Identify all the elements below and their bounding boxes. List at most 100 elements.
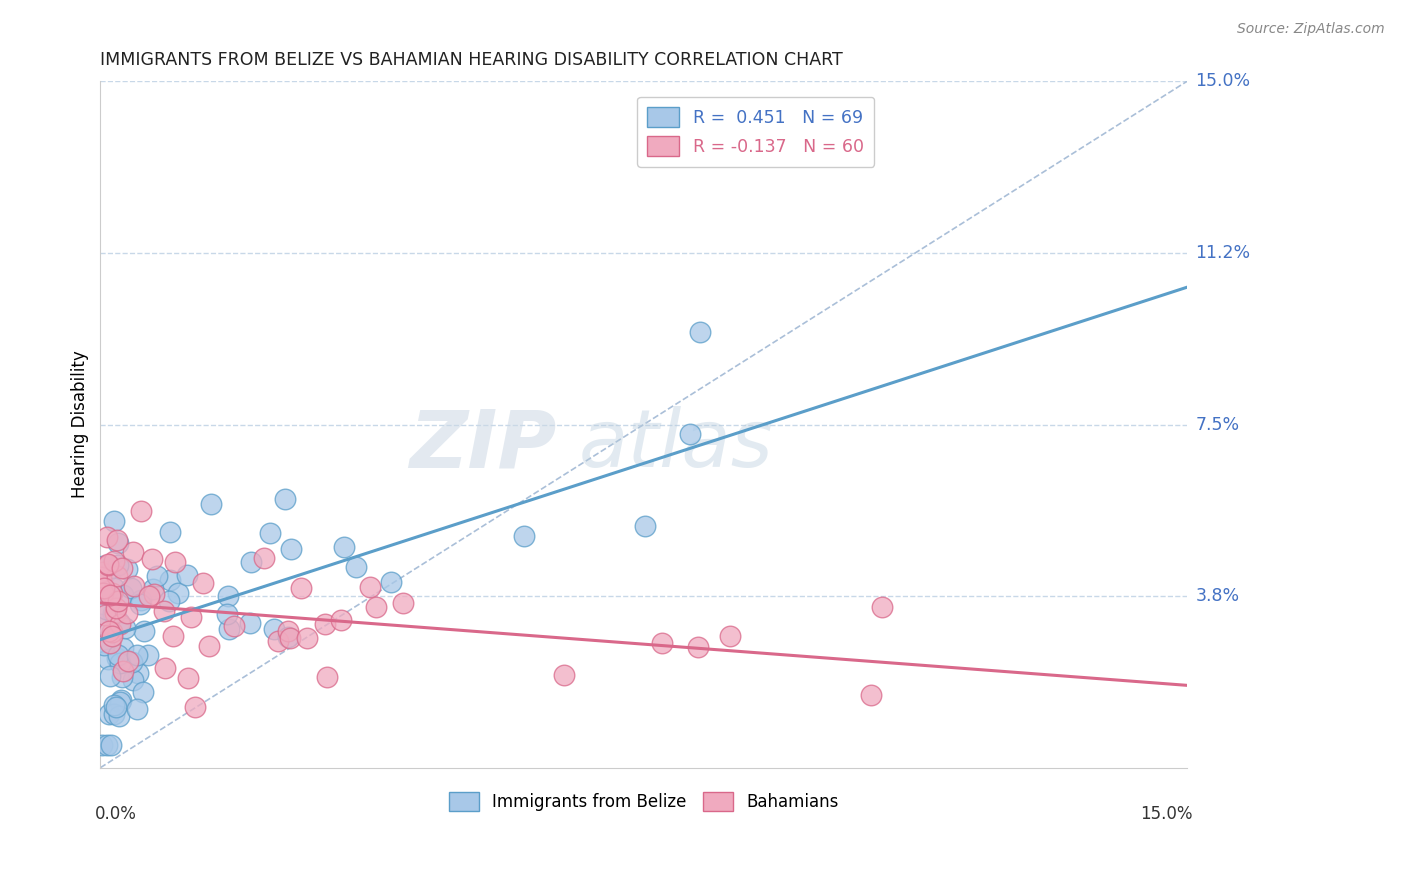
Point: [107, 536, 129, 550]
Point: [91, 586, 114, 600]
Point: [98, 669, 121, 683]
Point: [108, 616, 131, 631]
Point: [105, 650, 128, 665]
Point: [239, 615, 262, 630]
Text: 7.5%: 7.5%: [1195, 416, 1240, 434]
Point: [91, 634, 114, 648]
Point: [159, 524, 181, 539]
Point: [360, 580, 382, 594]
Point: [125, 702, 148, 716]
Point: [366, 599, 388, 614]
Point: [689, 325, 711, 339]
Point: [162, 629, 184, 643]
Point: [200, 497, 222, 511]
Point: [176, 568, 198, 582]
Point: [134, 624, 156, 639]
Point: [115, 606, 138, 620]
Point: [127, 648, 149, 663]
Point: [105, 533, 128, 547]
Point: [215, 607, 238, 622]
Point: [142, 587, 165, 601]
Point: [104, 700, 127, 714]
Point: [97, 624, 120, 639]
Point: [101, 606, 124, 620]
Point: [93, 638, 115, 652]
Point: [101, 629, 124, 643]
Point: [239, 555, 262, 569]
Point: [94, 602, 117, 616]
Point: [679, 427, 702, 442]
Point: [129, 504, 152, 518]
Point: [96, 738, 118, 752]
Point: [688, 640, 710, 654]
Point: [90, 570, 112, 584]
Point: [107, 615, 129, 629]
Point: [280, 542, 302, 557]
Point: [103, 581, 125, 595]
Text: 11.2%: 11.2%: [1195, 244, 1250, 262]
Point: [141, 552, 163, 566]
Point: [138, 589, 160, 603]
Point: [391, 596, 413, 610]
Point: [553, 668, 575, 682]
Point: [90, 565, 112, 579]
Point: [218, 622, 240, 636]
Point: [107, 648, 129, 662]
Point: [115, 562, 138, 576]
Point: [180, 610, 202, 624]
Point: [107, 593, 129, 607]
Point: [91, 738, 114, 752]
Point: [177, 671, 200, 685]
Point: [108, 709, 131, 723]
Point: [117, 654, 139, 668]
Point: [718, 629, 741, 643]
Point: [263, 623, 285, 637]
Point: [124, 579, 146, 593]
Point: [333, 541, 356, 555]
Text: IMMIGRANTS FROM BELIZE VS BAHAMIAN HEARING DISABILITY CORRELATION CHART: IMMIGRANTS FROM BELIZE VS BAHAMIAN HEARI…: [100, 51, 844, 69]
Point: [380, 574, 402, 589]
Point: [103, 706, 125, 721]
Point: [129, 592, 152, 607]
Point: [96, 564, 118, 578]
Point: [110, 693, 132, 707]
Point: [111, 664, 134, 678]
Y-axis label: Hearing Disability: Hearing Disability: [72, 351, 89, 499]
Point: [93, 581, 115, 595]
Point: [108, 657, 131, 671]
Point: [259, 526, 281, 541]
Text: ZIP: ZIP: [409, 406, 557, 484]
Text: 3.8%: 3.8%: [1195, 587, 1240, 605]
Point: [101, 625, 124, 640]
Point: [120, 581, 142, 595]
Point: [634, 519, 657, 533]
Text: Source: ZipAtlas.com: Source: ZipAtlas.com: [1237, 22, 1385, 37]
Point: [128, 597, 150, 611]
Point: [191, 576, 214, 591]
Point: [290, 581, 312, 595]
Point: [267, 633, 290, 648]
Point: [97, 652, 120, 666]
Point: [253, 551, 276, 566]
Point: [136, 648, 159, 662]
Point: [101, 586, 124, 600]
Point: [157, 594, 180, 608]
Point: [98, 589, 121, 603]
Point: [103, 698, 125, 713]
Point: [277, 624, 299, 638]
Point: [98, 636, 121, 650]
Point: [90, 573, 112, 587]
Point: [90, 617, 112, 632]
Point: [295, 631, 318, 645]
Point: [122, 673, 145, 687]
Point: [105, 601, 128, 615]
Text: 0.0%: 0.0%: [96, 805, 136, 823]
Point: [94, 607, 117, 622]
Point: [103, 554, 125, 568]
Point: [153, 661, 176, 675]
Point: [860, 688, 883, 702]
Point: [121, 655, 143, 669]
Point: [145, 569, 167, 583]
Point: [316, 670, 339, 684]
Point: [98, 706, 121, 721]
